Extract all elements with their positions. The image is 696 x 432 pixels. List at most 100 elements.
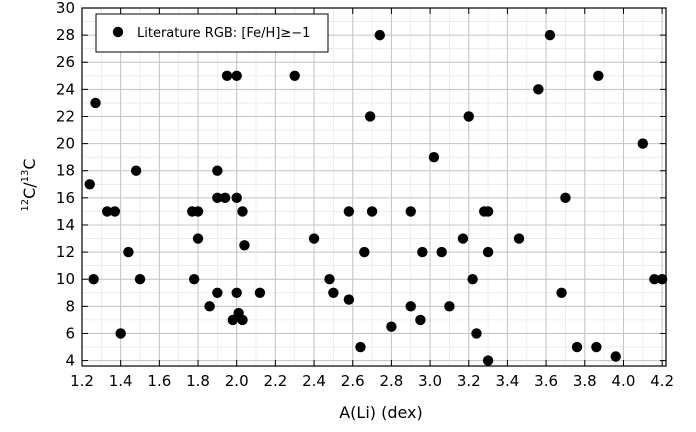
data-point (227, 314, 239, 326)
data-point (231, 287, 242, 298)
y-tick-label: 26 (56, 53, 75, 71)
x-tick-labels: 1.2 1.4 1.6 1.8 2.0 2.2 2.4 2.6 2.8 3.0 3.2 3.4 3.6 3… (70, 372, 674, 390)
data-point (115, 328, 126, 339)
x-tick-label: 2.6 (341, 372, 365, 390)
data-point (415, 314, 426, 326)
data-point (457, 233, 469, 244)
data-point (212, 192, 223, 204)
data-point (405, 206, 416, 217)
x-tick-label: 1.8 (186, 372, 210, 390)
data-point (417, 246, 428, 258)
y-tick-label: 6 (65, 324, 75, 342)
data-point (560, 192, 571, 204)
data-point (374, 29, 386, 41)
data-point (359, 246, 370, 258)
data-point (343, 294, 355, 305)
y-tick-label: 18 (56, 162, 75, 180)
data-point (192, 233, 204, 244)
y-label-part1: C/ (20, 182, 39, 199)
legend-marker (112, 26, 124, 38)
legend-label: Literature RGB: [Fe/H]≥−1 (137, 26, 310, 41)
data-point (289, 70, 300, 82)
y-tick-label: 4 (65, 352, 75, 370)
x-tick-label: 3.0 (418, 372, 442, 390)
data-point (386, 321, 397, 332)
axis-ticks (81, 7, 666, 366)
y-tick-label: 24 (56, 80, 75, 98)
data-point (101, 206, 113, 217)
data-point (436, 246, 447, 258)
data-point (123, 246, 134, 258)
data-point (444, 301, 455, 312)
data-point (212, 165, 223, 176)
data-point (405, 301, 416, 312)
data-point (544, 29, 556, 41)
data-point (308, 233, 320, 244)
data-point (254, 287, 266, 298)
data-point (212, 287, 223, 298)
data-point (219, 192, 231, 204)
y-tick-label: 8 (65, 297, 75, 315)
data-point (656, 274, 668, 285)
data-point (533, 84, 544, 95)
data-point (571, 341, 583, 353)
data-points (84, 29, 668, 366)
y-label-sup2: 13 (20, 170, 31, 183)
y-tick-label: 14 (56, 216, 75, 234)
data-point (231, 192, 242, 204)
data-point (364, 111, 376, 122)
data-point (221, 70, 233, 82)
data-point (84, 179, 95, 190)
x-tick-label: 1.2 (70, 372, 94, 390)
data-point (366, 206, 378, 217)
data-point (239, 240, 250, 251)
data-point (467, 274, 478, 285)
y-label-part2: C (20, 158, 39, 169)
data-point (355, 341, 366, 353)
data-point (324, 274, 335, 285)
x-tick-label: 4.2 (650, 372, 674, 390)
y-tick-label: 20 (56, 135, 75, 153)
data-point (482, 246, 494, 258)
data-point (428, 151, 440, 163)
data-point (328, 287, 339, 298)
x-tick-label: 3.6 (534, 372, 558, 390)
data-point (591, 341, 602, 353)
data-point (649, 274, 660, 285)
data-point (343, 206, 355, 217)
data-point (188, 274, 200, 285)
y-tick-label: 16 (56, 189, 75, 207)
data-point (237, 314, 248, 326)
data-point (471, 328, 482, 339)
x-tick-label: 1.4 (109, 372, 133, 390)
y-tick-label: 12 (56, 243, 75, 261)
y-tick-label: 28 (56, 26, 75, 44)
data-point (109, 206, 121, 217)
data-point (556, 287, 567, 298)
data-point (231, 70, 242, 82)
legend: Literature RGB: [Fe/H]≥−1 (95, 13, 329, 53)
y-tick-label: 22 (56, 107, 75, 125)
data-point (482, 355, 494, 366)
x-tick-label: 3.2 (457, 372, 481, 390)
x-axis-label: A(Li) (dex) (339, 403, 423, 422)
plot-frame (81, 7, 667, 367)
data-point (463, 111, 474, 122)
x-tick-label: 2.8 (379, 372, 403, 390)
y-axis-label: 12C/13C (20, 158, 39, 211)
data-point (610, 351, 621, 362)
data-point (130, 165, 142, 176)
x-tick-label: 1.6 (147, 372, 171, 390)
x-tick-label: 3.8 (573, 372, 597, 390)
x-tick-label: 2.2 (263, 372, 287, 390)
data-point (482, 206, 494, 217)
y-tick-label: 10 (56, 270, 75, 288)
y-label-sup1: 12 (20, 199, 31, 212)
x-tick-label: 3.4 (496, 372, 520, 390)
data-point (192, 206, 204, 217)
data-point (134, 274, 146, 285)
data-point (513, 233, 525, 244)
y-tick-labels: 4 6 8 10 12 14 16 18 20 22 24 26 28 30 (56, 0, 75, 370)
